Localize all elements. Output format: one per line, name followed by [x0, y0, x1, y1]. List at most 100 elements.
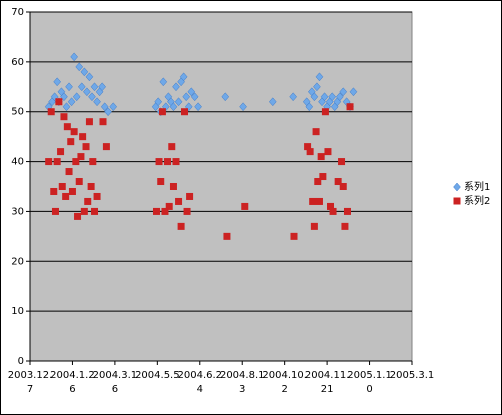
point	[161, 207, 169, 215]
plot-area	[29, 11, 413, 362]
point	[172, 82, 180, 92]
point	[179, 72, 188, 82]
x-tick-label-line: 2	[281, 384, 287, 395]
point	[104, 107, 112, 117]
point	[80, 67, 89, 77]
point	[159, 77, 168, 87]
point	[154, 97, 163, 107]
point	[75, 178, 83, 186]
point	[62, 102, 71, 112]
point	[349, 87, 358, 97]
point	[194, 102, 202, 112]
point	[109, 102, 118, 112]
point	[186, 192, 194, 200]
x-tick-label-line: 4	[197, 384, 203, 395]
point	[165, 202, 173, 210]
point	[180, 108, 188, 116]
point	[53, 77, 61, 87]
point	[169, 183, 177, 190]
point	[53, 158, 61, 166]
x-tick-label: 2003.12. 7	[8, 370, 53, 395]
point	[175, 197, 183, 205]
point	[60, 113, 68, 121]
x-tick-label-line: 0	[366, 384, 372, 395]
point	[334, 178, 342, 186]
point	[47, 108, 55, 116]
x-tick-label-line: 2004.5.5	[135, 370, 180, 381]
y-tick-label: 0	[18, 356, 24, 367]
x-tick-label-line: 2004.1.2	[50, 370, 95, 381]
point	[321, 108, 329, 116]
point	[315, 72, 324, 82]
point	[183, 207, 191, 215]
point	[57, 148, 65, 156]
x-tick-label-line: 6	[112, 384, 118, 395]
x-tick-label: 2004.1.2 6	[50, 370, 95, 395]
point	[87, 183, 95, 190]
point	[75, 62, 84, 72]
x-tick-label-line: 7	[27, 384, 33, 395]
x-tick-label: 2005.3.1	[390, 370, 435, 381]
point	[177, 222, 185, 230]
point	[67, 138, 75, 146]
point	[102, 143, 110, 151]
y-tick-label: 70	[11, 7, 24, 18]
x-tick-label: 2004.8.1 3	[220, 370, 265, 395]
point	[338, 158, 346, 166]
point	[155, 158, 163, 166]
legend-marker	[453, 197, 461, 205]
point	[336, 92, 344, 102]
x-tick-label-line: 2003.12.	[8, 370, 53, 381]
point	[172, 158, 180, 166]
point	[241, 202, 249, 210]
point	[239, 102, 247, 112]
point	[99, 118, 107, 126]
point	[45, 158, 53, 166]
point	[93, 192, 101, 200]
x-tick-label-line: 2004.10.	[262, 370, 307, 381]
point	[339, 87, 348, 97]
legend-marker	[453, 182, 461, 192]
point	[82, 143, 90, 151]
point	[319, 173, 327, 181]
point	[268, 97, 277, 107]
y-tick-label: 20	[11, 256, 24, 267]
point	[55, 98, 63, 106]
y-tick-label: 40	[11, 157, 24, 168]
point	[63, 123, 71, 131]
x-tick-label: 2004.5.5	[135, 370, 180, 381]
point	[65, 82, 73, 92]
point	[223, 232, 231, 240]
point	[91, 207, 99, 215]
point	[72, 92, 81, 102]
point	[339, 183, 347, 190]
point	[51, 207, 59, 215]
point	[83, 87, 91, 97]
point	[77, 153, 85, 161]
x-tick-label: 2004.10. 2	[262, 370, 307, 395]
point	[65, 168, 73, 176]
point	[79, 133, 87, 141]
point	[305, 102, 314, 112]
point	[289, 92, 297, 102]
point	[184, 102, 193, 112]
point	[328, 92, 337, 102]
point	[320, 92, 329, 102]
point	[85, 72, 94, 82]
point	[306, 148, 314, 156]
point	[317, 153, 325, 161]
point	[168, 143, 176, 151]
point	[84, 197, 92, 205]
point	[90, 82, 99, 92]
point	[50, 187, 58, 195]
x-tick-label-line: 2004.3.1	[93, 370, 138, 381]
x-tick-label: 2005.1.1 0	[347, 370, 392, 395]
y-tick-label: 10	[11, 306, 24, 317]
point	[164, 158, 172, 166]
legend-label: 系列2	[464, 194, 490, 207]
point	[157, 178, 165, 186]
point	[314, 178, 322, 186]
point	[327, 202, 335, 210]
x-tick-label-line: 2004.6.2	[178, 370, 223, 381]
